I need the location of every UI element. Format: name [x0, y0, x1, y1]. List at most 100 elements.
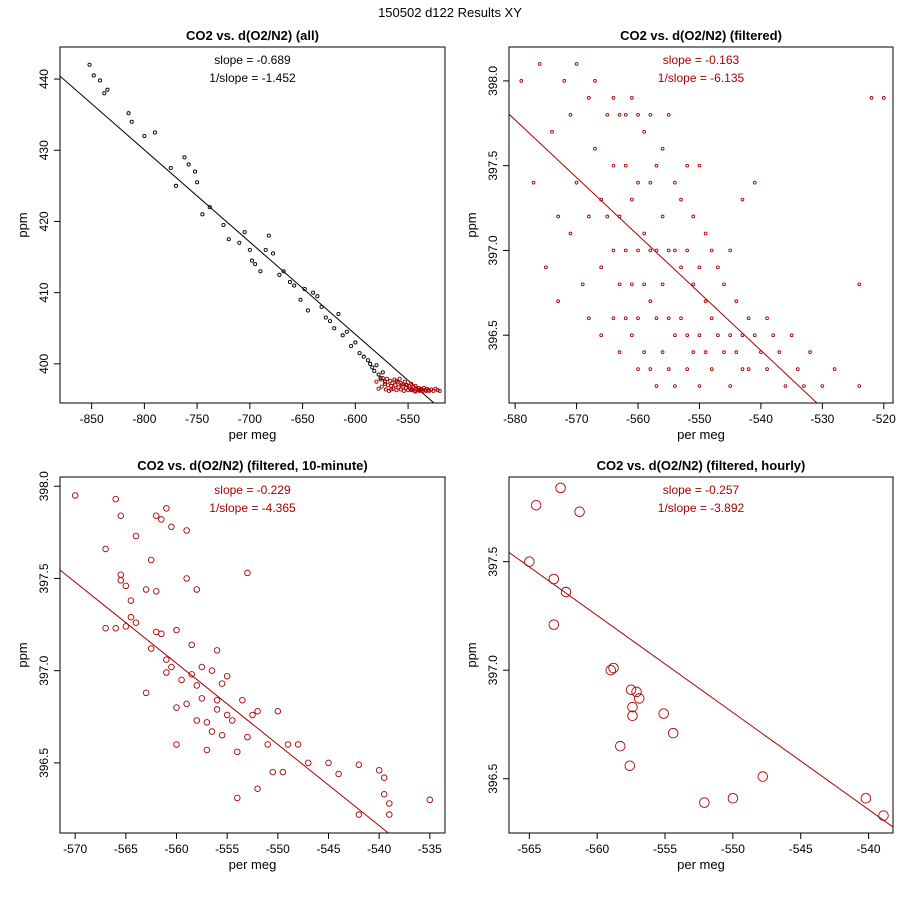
y-axis-label: ppm — [464, 642, 479, 667]
regression-line — [60, 75, 435, 403]
data-point — [636, 112, 640, 117]
data-point — [287, 279, 292, 285]
data-point — [654, 248, 659, 253]
data-point — [178, 676, 185, 684]
data-point — [122, 582, 130, 590]
data-point — [390, 381, 395, 386]
x-tick-label: -545 — [789, 842, 813, 856]
data-point — [168, 165, 173, 171]
y-tick-label: 400 — [37, 354, 51, 374]
data-point — [368, 361, 373, 366]
data-point — [611, 163, 616, 168]
x-axis-label: per meg — [677, 427, 725, 442]
data-point — [281, 269, 286, 274]
data-point — [391, 386, 396, 391]
data-point — [142, 689, 150, 697]
data-point — [192, 169, 198, 174]
data-point — [173, 626, 180, 634]
data-point — [127, 597, 135, 604]
data-point — [548, 573, 560, 585]
chart-panel-hourly: CO2 vs. d(O2/N2) (filtered, hourly) -565 -… — [464, 458, 894, 872]
data-point — [660, 282, 665, 287]
plot-area — [509, 62, 886, 403]
data-point — [102, 545, 109, 553]
data-point — [617, 112, 622, 117]
data-point — [372, 368, 377, 374]
y-tick-label: 430 — [37, 140, 51, 160]
data-point — [560, 586, 572, 598]
slope-annotation: slope = -0.257 — [663, 483, 740, 497]
data-point — [401, 388, 406, 393]
data-point — [173, 741, 180, 748]
x-tick-label: -700 — [238, 412, 262, 426]
data-point — [697, 163, 702, 168]
data-point — [163, 656, 170, 663]
data-point — [630, 282, 634, 287]
y-tick-label: 396.5 — [486, 320, 500, 350]
data-point — [654, 163, 659, 168]
data-point — [654, 316, 659, 321]
data-point — [147, 556, 155, 564]
data-point — [193, 717, 201, 724]
x-tick-label: -540 — [367, 842, 391, 856]
data-point — [269, 768, 277, 776]
data-point — [305, 308, 310, 313]
data-point — [623, 316, 628, 321]
data-point — [530, 499, 542, 511]
data-point — [344, 329, 349, 334]
data-point — [568, 112, 573, 117]
data-point — [519, 79, 524, 83]
data-point — [627, 701, 638, 713]
data-point — [237, 240, 242, 245]
data-point — [740, 333, 745, 338]
data-point — [315, 294, 320, 299]
data-point — [203, 746, 211, 754]
plot-area — [509, 482, 893, 828]
data-point — [418, 388, 423, 393]
data-point — [112, 495, 119, 503]
data-point — [195, 180, 200, 185]
data-point — [266, 233, 271, 238]
slope-annotation: 1/slope = -4.365 — [209, 501, 296, 515]
data-point — [685, 367, 690, 371]
data-point — [398, 387, 403, 392]
data-point — [394, 388, 399, 393]
data-point — [580, 282, 585, 287]
y-tick-label: 397.5 — [486, 150, 500, 180]
x-axis-label: per meg — [229, 427, 277, 442]
x-tick-label: -520 — [872, 412, 896, 426]
series-0 — [71, 492, 434, 818]
data-point — [728, 333, 733, 338]
data-point — [183, 527, 190, 534]
data-point — [327, 319, 333, 324]
data-point — [203, 719, 211, 726]
chart-panel-ten_minute: CO2 vs. d(O2/N2) (filtered, 10-minute) -5… — [15, 458, 446, 872]
data-point — [382, 381, 387, 386]
data-point — [722, 350, 726, 354]
data-point — [685, 163, 690, 168]
data-point — [648, 180, 653, 185]
data-point — [386, 811, 393, 818]
data-point — [587, 214, 591, 219]
data-point — [593, 79, 597, 83]
data-point — [98, 78, 103, 83]
data-point — [642, 350, 647, 354]
data-point — [397, 376, 402, 381]
data-point — [860, 793, 872, 804]
data-point — [374, 379, 379, 384]
data-point — [673, 333, 677, 338]
data-point — [239, 696, 246, 704]
data-point — [660, 350, 665, 354]
data-point — [605, 214, 610, 219]
data-point — [183, 700, 190, 708]
data-point — [630, 333, 634, 338]
data-point — [648, 299, 653, 304]
data-point — [132, 619, 140, 626]
slope-annotation: 1/slope = -1.452 — [209, 71, 296, 85]
data-point — [409, 381, 414, 386]
data-point — [703, 231, 708, 236]
data-point — [263, 247, 268, 252]
chart-title: CO2 vs. d(O2/N2) (all) — [186, 28, 319, 43]
data-point — [102, 625, 109, 632]
data-point — [403, 382, 409, 387]
